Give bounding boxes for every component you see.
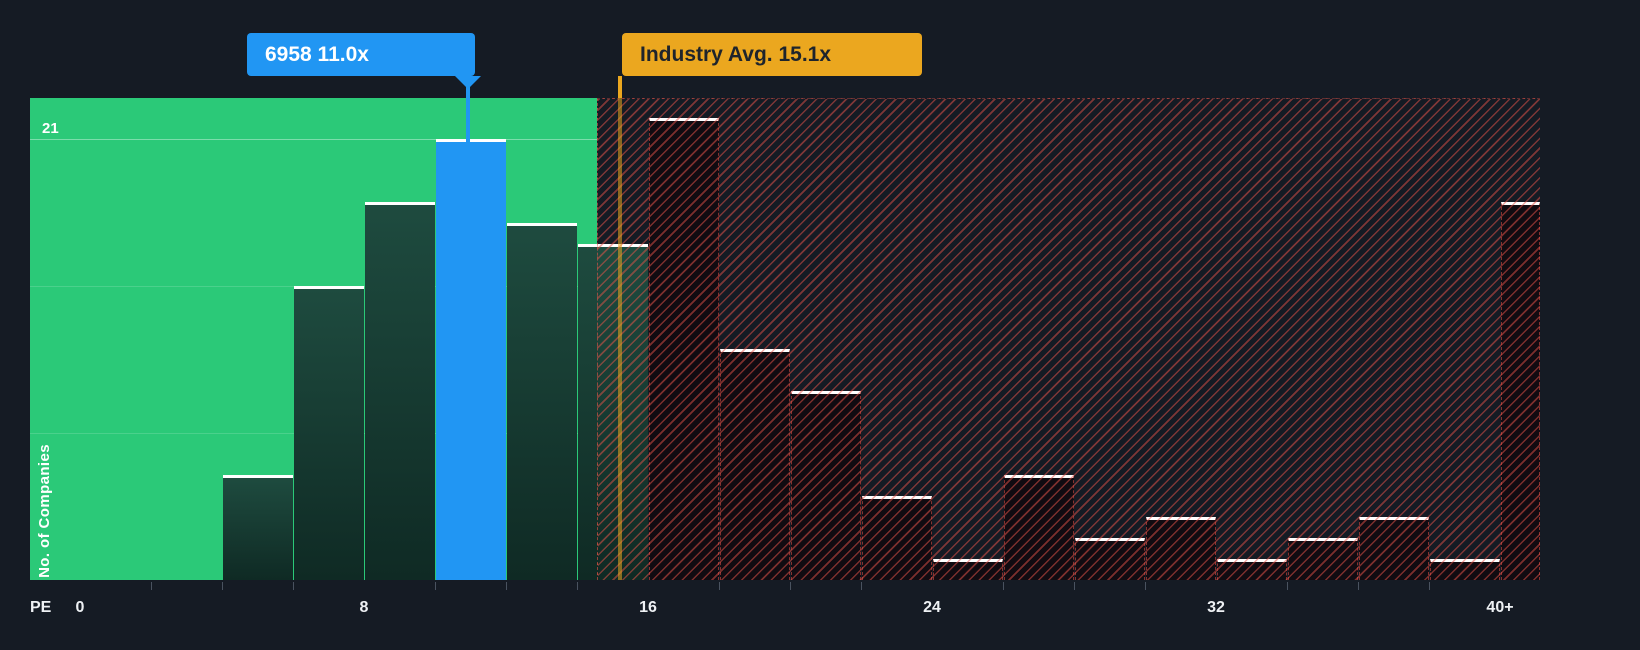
x-axis-tick: [577, 582, 578, 590]
x-axis-tick: [1429, 582, 1430, 590]
x-axis-label-8: 8: [359, 599, 369, 616]
industry-avg-callout[interactable]: Industry Avg. 15.1x: [622, 33, 922, 76]
x-axis-label-32: 32: [1207, 599, 1225, 616]
x-axis-tick: [506, 582, 507, 590]
callout-pointer-icon: [455, 76, 481, 89]
histogram-bar-8-10[interactable]: [364, 202, 435, 580]
x-axis-label-40+: 40+: [1486, 599, 1514, 616]
x-axis-tick: [1074, 582, 1075, 590]
x-axis-tick: [719, 582, 720, 590]
x-axis-tick: [790, 582, 791, 590]
x-axis-title: PE: [30, 599, 52, 616]
x-axis-tick: [1145, 582, 1146, 590]
x-axis-tick: [1003, 582, 1004, 590]
x-axis-tick: [435, 582, 436, 590]
histogram-bar-12-14[interactable]: [506, 223, 577, 580]
company-callout-connector: [466, 78, 470, 142]
y-axis-max-label: 21: [42, 120, 59, 137]
industry-average-line: [618, 76, 622, 580]
x-axis-tick: [222, 582, 223, 590]
x-axis-label-24: 24: [923, 599, 941, 616]
histogram-bar-4-6[interactable]: [222, 475, 293, 580]
x-axis-label-0: 0: [75, 599, 85, 616]
company-pe-callout[interactable]: 6958 11.0x: [247, 33, 481, 89]
x-axis-tick: [1287, 582, 1288, 590]
x-axis-label-16: 16: [639, 599, 657, 616]
x-axis-tick: [151, 582, 152, 590]
x-axis-tick: [1358, 582, 1359, 590]
company-pe-label: 6958 11.0x: [265, 43, 369, 66]
histogram-bar-6-8[interactable]: [293, 286, 364, 580]
industry-avg-label: Industry Avg. 15.1x: [640, 43, 832, 66]
x-axis-tick: [861, 582, 862, 590]
x-axis-tick: [293, 582, 294, 590]
company-histogram-bar[interactable]: [435, 139, 506, 580]
